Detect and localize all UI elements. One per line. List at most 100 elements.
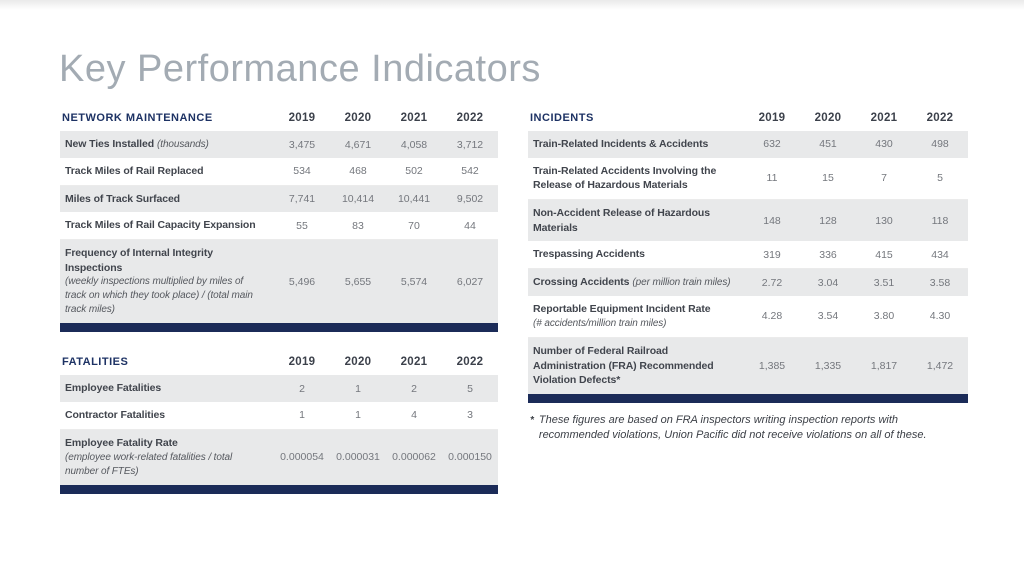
row-value: 3.54 [817, 310, 839, 323]
row-value: 319 [763, 248, 781, 261]
year-column-header: 2021 [870, 112, 898, 124]
table-row: Track Miles of Rail Replaced 534 468 502 542 [60, 158, 498, 186]
row-label-text: Reportable Equipment Incident Rate [533, 303, 711, 316]
row-label-text: Train-Related Accidents Involving the Re… [533, 164, 717, 192]
year-column-header: 2019 [288, 112, 316, 124]
row-label: Miles of Track Surfaced [65, 192, 274, 207]
table-header-row: INCIDENTS 2019 2020 2021 2022 [528, 108, 968, 131]
row-label-text: Miles of Track Surfaced [65, 192, 180, 205]
row-label-text: New Ties Installed [65, 138, 155, 150]
row-value: 1 [355, 409, 361, 422]
row-value: 498 [931, 138, 949, 151]
row-value: 128 [819, 214, 837, 227]
row-value: 3.58 [929, 276, 951, 289]
row-value: 1,335 [814, 359, 842, 372]
row-value: 3.51 [873, 276, 895, 289]
row-value: 5 [937, 172, 943, 185]
row-label: Reportable Equipment Incident Rate (# acc… [533, 302, 744, 331]
footnote-text: These figures are based on FRA inspector… [538, 413, 927, 442]
row-value: 118 [931, 214, 949, 227]
row-value: 4 [411, 409, 417, 422]
row-value: 1,817 [870, 359, 898, 372]
row-value: 0.000031 [336, 451, 380, 464]
row-label: Non-Accident Release of Hazardous Materi… [533, 206, 744, 235]
row-value: 4,671 [344, 138, 372, 151]
row-value: 468 [349, 165, 367, 178]
row-label: Employee Fatalities [65, 381, 274, 396]
row-label-text: Crossing Accidents [533, 276, 630, 289]
row-label-note: (thousands) [157, 139, 209, 150]
row-label: New Ties Installed (thousands) [65, 137, 274, 152]
row-value: 4.30 [929, 310, 951, 323]
page-title: Key Performance Indicators [59, 48, 541, 90]
row-label-text: Track Miles of Rail Capacity Expansion [65, 219, 256, 232]
year-column-header: 2021 [400, 356, 428, 369]
table-row: Number of Federal Railroad Administratio… [528, 337, 968, 394]
table-row: Crossing Accidents (per million train mil… [528, 269, 968, 297]
row-value: 1 [355, 382, 361, 395]
row-value: 1,385 [758, 359, 786, 372]
row-label: Employee Fatality Rate (employee work-rel… [65, 436, 274, 479]
row-value: 415 [875, 248, 893, 261]
row-label-text: Track Miles of Rail Replaced [65, 165, 204, 177]
row-label: Track Miles of Rail Capacity Expansion [65, 218, 274, 233]
row-value: 6,027 [456, 275, 484, 288]
row-value: 4,058 [400, 138, 428, 151]
row-value: 15 [822, 172, 834, 185]
row-value: 502 [405, 165, 423, 178]
row-label-text: Train-Related Incidents & Accidents [533, 138, 709, 150]
row-value: 2 [299, 382, 305, 395]
row-value: 10,441 [397, 193, 431, 206]
right-column: INCIDENTS 2019 2020 2021 2022 Train-Related I… [528, 108, 968, 444]
row-label-text: Non-Accident Release of Hazardous Materi… [533, 207, 710, 234]
row-value: 5,655 [344, 275, 372, 288]
year-column-header: 2022 [926, 112, 954, 124]
row-value: 430 [875, 138, 893, 151]
year-column-header: 2020 [344, 356, 372, 369]
row-value: 5,496 [288, 275, 316, 288]
row-label: Train-Related Incidents & Accidents [533, 137, 744, 152]
row-value: 55 [296, 219, 308, 232]
row-label-text: Contractor Fatalities [65, 409, 166, 422]
year-column-header: 2022 [456, 112, 484, 124]
row-value: 7 [881, 172, 887, 185]
table-row: Train-Related Accidents Involving the Re… [528, 158, 968, 201]
row-value: 5 [467, 382, 473, 395]
row-value: 3.04 [817, 276, 839, 289]
row-value: 83 [352, 219, 364, 232]
table-title: NETWORK MAINTENANCE [62, 112, 213, 124]
fatalities-table: FATALITIES 2019 2020 2021 2022 Employee Fatal… [60, 352, 498, 494]
table-bottom-bar [60, 484, 498, 494]
row-value: 0.000062 [392, 451, 436, 464]
row-value: 434 [931, 248, 949, 261]
row-label: Train-Related Accidents Involving the Re… [533, 164, 744, 193]
incidents-table: INCIDENTS 2019 2020 2021 2022 Train-Related I… [528, 108, 968, 403]
row-value: 5,574 [400, 275, 428, 288]
table-row: Non-Accident Release of Hazardous Materi… [528, 200, 968, 242]
row-value: 3,712 [456, 138, 484, 151]
table-title: INCIDENTS [530, 112, 594, 124]
row-value: 70 [408, 219, 420, 232]
row-label-text: Employee Fatalities [65, 382, 162, 395]
year-column-header: 2019 [758, 112, 786, 124]
year-column-header: 2020 [344, 112, 372, 124]
table-row: Trespassing Accidents 319 336 415 434 [528, 241, 968, 270]
table-bottom-bar [60, 323, 498, 333]
year-column-header: 2020 [814, 112, 842, 124]
row-label-note: (# accidents/million train miles) [533, 317, 667, 329]
table-row: Miles of Track Surfaced 7,741 10,414 10,441… [60, 185, 498, 213]
table-row: Reportable Equipment Incident Rate (# acc… [528, 296, 968, 338]
row-value: 451 [819, 138, 837, 151]
row-value: 542 [461, 165, 479, 178]
table-header-row: NETWORK MAINTENANCE 2019 2020 2021 2022 [60, 108, 498, 131]
footnote: * These figures are based on FRA inspect… [528, 413, 968, 444]
row-value: 148 [763, 214, 781, 227]
table-row: Employee Fatality Rate (employee work-rel… [60, 429, 498, 485]
row-label: Frequency of Internal Integrity Inspecti… [65, 246, 274, 317]
top-edge-shadow [0, 0, 1024, 10]
row-value: 4.28 [761, 310, 783, 323]
row-label: Crossing Accidents (per million train mil… [533, 275, 744, 290]
table-row: Track Miles of Rail Capacity Expansion 55… [60, 212, 498, 241]
row-label-note: (per million train miles) [632, 277, 731, 289]
